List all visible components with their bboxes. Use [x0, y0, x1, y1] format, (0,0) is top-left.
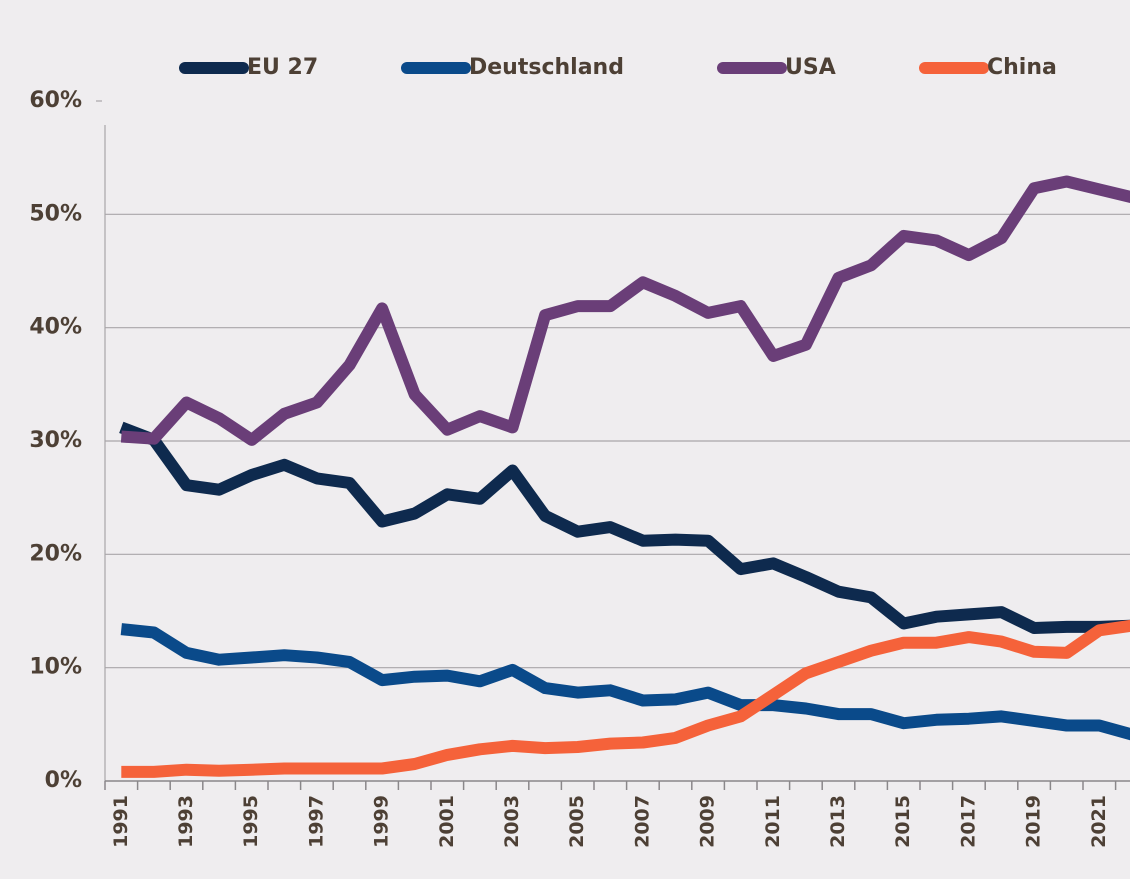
- plot: [119, 175, 1130, 778]
- series-line: [119, 421, 1130, 634]
- x-tick-label: 2007: [631, 795, 653, 848]
- x-tick-label: 1997: [305, 795, 327, 848]
- x-tick-label: 2005: [566, 795, 588, 848]
- x-tick-label: 1995: [240, 795, 262, 848]
- x-tick-label: 2003: [501, 795, 523, 848]
- y-tick-label: 40%: [29, 315, 82, 340]
- x-tick-label: 2013: [827, 795, 849, 848]
- x-tick-label: 2019: [1023, 795, 1045, 848]
- series-line: [120, 623, 1130, 741]
- x-tick-label: 2011: [762, 795, 784, 848]
- x-tick-label: 2009: [697, 795, 719, 848]
- y-tick-label: 50%: [29, 201, 82, 226]
- x-tick-label: 2015: [892, 795, 914, 848]
- series-line: [120, 175, 1130, 446]
- x-tick-label: 2021: [1088, 795, 1110, 848]
- y-tick-label: 0%: [45, 768, 82, 793]
- series-line: [121, 619, 1130, 778]
- x-tick-label: 1993: [175, 795, 197, 848]
- legend-label: EU 27: [247, 55, 318, 80]
- x-tick-label: 2017: [957, 795, 979, 848]
- y-tick-label: 10%: [29, 655, 82, 680]
- legend-label: Deutschland: [469, 55, 624, 80]
- y-tick-label: 30%: [29, 428, 82, 453]
- legend-label: USA: [785, 55, 836, 80]
- x-tick-label: 1991: [110, 795, 132, 848]
- legend-label: China: [987, 55, 1057, 80]
- x-tick-label: 2001: [436, 795, 458, 848]
- y-tick-label: 60%: [29, 88, 82, 113]
- y-tick-label: 20%: [29, 541, 82, 566]
- x-tick-label: 1999: [371, 795, 393, 848]
